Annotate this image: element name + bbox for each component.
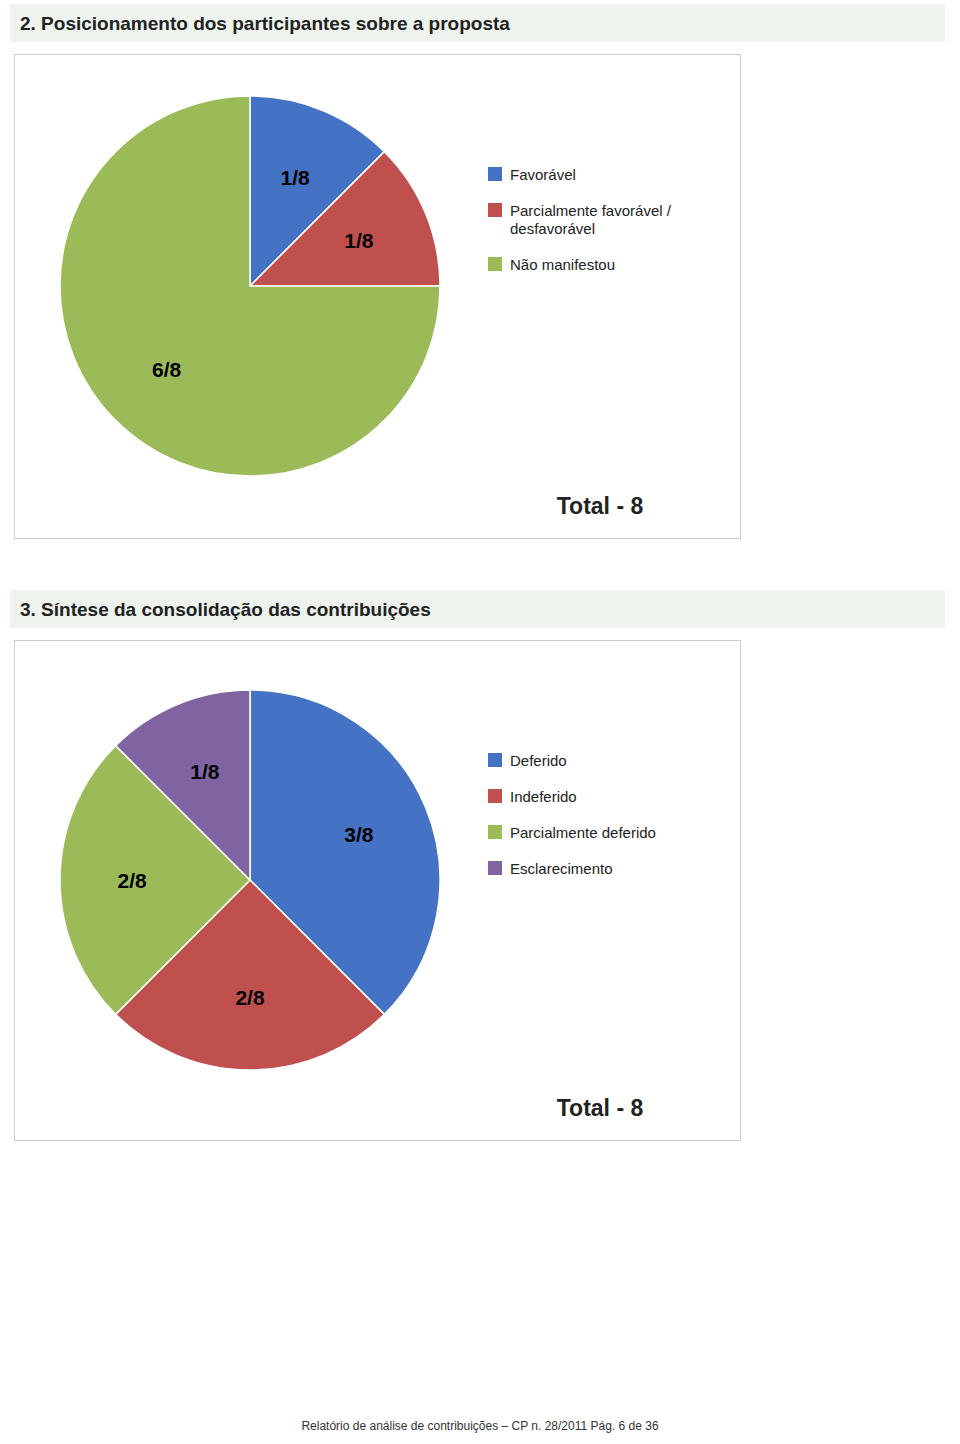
- legend: Favorável Parcialmente favorável /desfavo…: [488, 166, 672, 273]
- data-label: 1/8: [344, 229, 374, 252]
- page: 2. Posicionamento dos participantes sobr…: [0, 0, 960, 1444]
- chart-title: 2. Posicionamento dos participantes sobr…: [20, 13, 510, 34]
- data-label: 1/8: [280, 166, 310, 189]
- pie: [60, 690, 440, 1070]
- legend-swatch: [488, 825, 502, 839]
- panel-frame: [15, 55, 741, 539]
- data-label: 3/8: [344, 823, 374, 846]
- legend-entry-line: Parcialmente favorável /: [510, 202, 672, 219]
- legend: Deferido Indeferido Parcialmente deferido E…: [488, 752, 656, 877]
- legend-entry: Indeferido: [510, 788, 577, 805]
- annotation: Total - 8: [557, 1095, 644, 1121]
- panel-frame: [15, 641, 741, 1141]
- chart-panel: 3. Síntese da consolidação das contribui…: [10, 590, 945, 1141]
- legend-entry-line: Deferido: [510, 752, 567, 769]
- title-banner: [10, 4, 945, 42]
- data-label: 1/8: [190, 760, 220, 783]
- legend-swatch: [488, 861, 502, 875]
- legend-entry-line: Parcialmente deferido: [510, 824, 656, 841]
- chart-title: 3. Síntese da consolidação das contribui…: [20, 599, 431, 620]
- data-label: 2/8: [118, 869, 148, 892]
- legend-swatch: [488, 753, 502, 767]
- pie-slice: [250, 152, 440, 286]
- legend-entry-line: Não manifestou: [510, 256, 615, 273]
- legend-swatch: [488, 167, 502, 181]
- legend-entry-line: Esclarecimento: [510, 860, 613, 877]
- legend-entry-line: Indeferido: [510, 788, 577, 805]
- data-labels: 3/8 2/8 2/8 1/8: [118, 760, 374, 1010]
- legend-entry: Deferido: [510, 752, 567, 769]
- pie-slice: [60, 96, 440, 476]
- legend-entry: Esclarecimento: [510, 860, 613, 877]
- legend-swatch: [488, 257, 502, 271]
- legend-entry: Parcialmente favorável /desfavorável: [510, 202, 672, 237]
- data-label: 6/8: [152, 358, 182, 381]
- legend-entry: Não manifestou: [510, 256, 615, 273]
- legend-entry: Parcialmente deferido: [510, 824, 656, 841]
- pie-slice: [116, 690, 250, 880]
- legend-entry-line: desfavorável: [510, 220, 595, 237]
- annotation: Total - 8: [557, 493, 644, 519]
- footer: Relatório de análise de contribuições – …: [301, 1419, 658, 1433]
- title-banner: [10, 590, 945, 628]
- legend-swatch: [488, 203, 502, 217]
- legend-swatch: [488, 789, 502, 803]
- pie: [60, 96, 440, 476]
- legend-entry: Favorável: [510, 166, 576, 183]
- chart-panel: 2. Posicionamento dos participantes sobr…: [10, 4, 945, 539]
- data-labels: 1/8 1/8 6/8: [152, 166, 374, 381]
- data-label: 2/8: [235, 986, 265, 1009]
- legend-entry-line: Favorável: [510, 166, 576, 183]
